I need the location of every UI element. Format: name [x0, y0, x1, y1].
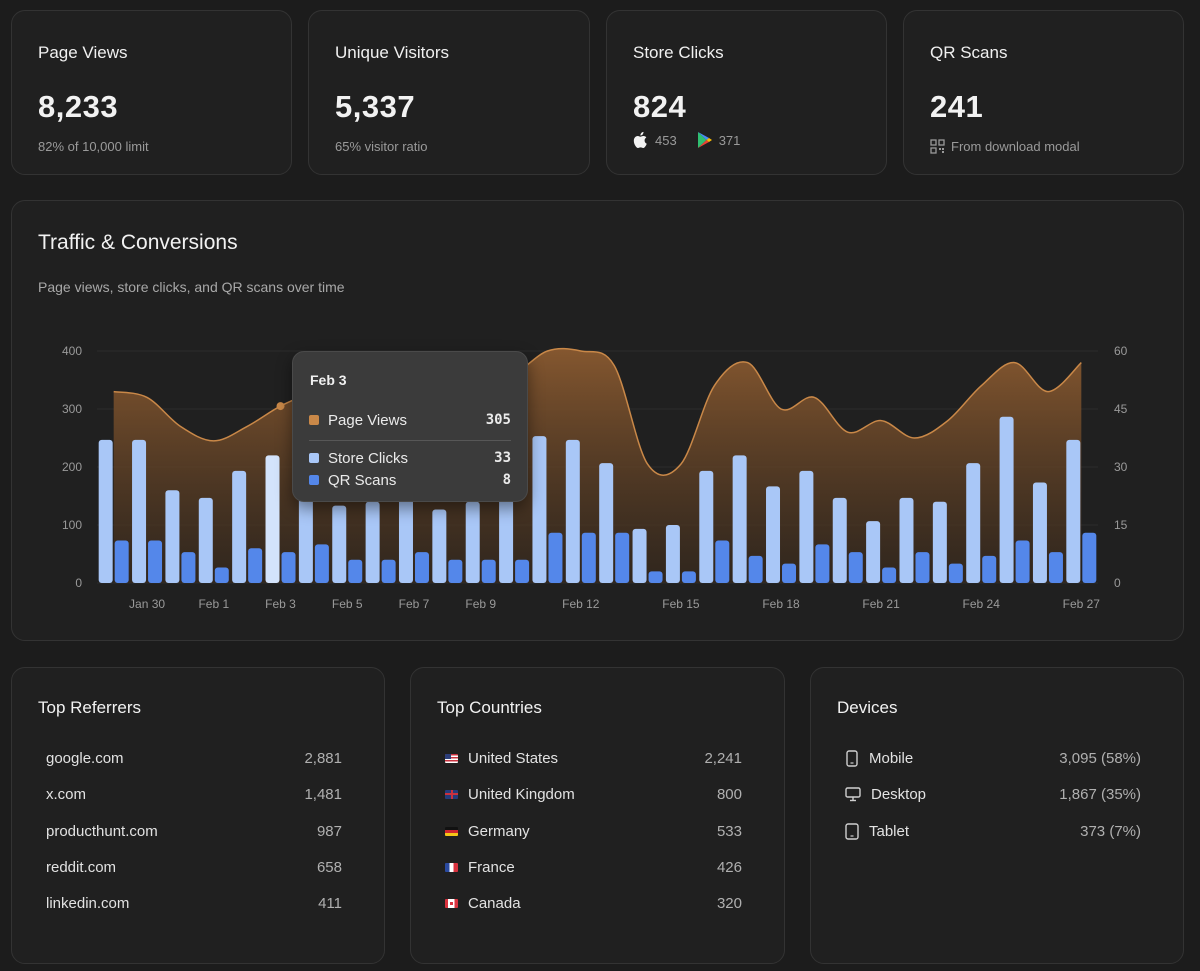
tooltip-store-clicks: Store Clicks 33: [309, 448, 511, 468]
tooltip-divider: [309, 440, 511, 441]
country-count: 320: [716, 894, 742, 912]
top-referrers-card: Top Referrers google.com 2,881 x.com 1,4…: [11, 667, 385, 964]
country-name: Germany: [468, 822, 530, 840]
referrer-name: linkedin.com: [46, 894, 130, 912]
country-name: United States: [468, 749, 559, 767]
country-count: 2,241: [704, 749, 742, 767]
country-count: 426: [716, 858, 742, 876]
referrer-count: 2,881: [304, 749, 342, 767]
referrer-count: 1,481: [304, 785, 342, 803]
us-flag-icon: [445, 753, 458, 763]
stat-card-page-views: Page Views 8,233 82% of 10,000 limit: [11, 10, 292, 175]
tooltip-page-views-label: Page Views: [328, 411, 407, 429]
tooltip-qr-scans: QR Scans 8: [309, 470, 511, 490]
chart-title: Traffic & Conversions: [38, 231, 238, 254]
stat-sub-row: From download modal: [930, 139, 1080, 154]
country-name: United Kingdom: [468, 785, 575, 803]
tooltip-store-clicks-label: Store Clicks: [328, 449, 409, 467]
panel-title: Top Countries: [437, 698, 542, 717]
device-count: 3,095 (58%): [1059, 749, 1141, 767]
country-row[interactable]: United Kingdom 800: [445, 782, 742, 806]
referrer-name: producthunt.com: [46, 822, 158, 840]
stat-value: 241: [930, 89, 984, 124]
referrer-name: google.com: [46, 749, 124, 767]
google-play-clicks: 371: [718, 132, 741, 148]
referrer-count: 987: [316, 822, 342, 840]
stat-sub: From download modal: [951, 139, 1080, 154]
device-name: Tablet: [869, 822, 910, 840]
country-row[interactable]: Germany 533: [445, 819, 742, 843]
country-name: France: [468, 858, 515, 876]
country-name: Canada: [468, 894, 521, 912]
store-breakdown: 453 371: [633, 131, 740, 149]
traffic-chart-card: Traffic & Conversions Page views, store …: [11, 200, 1184, 641]
uk-flag-icon: [445, 789, 458, 799]
stat-label: QR Scans: [930, 43, 1008, 62]
referrer-row[interactable]: producthunt.com 987: [46, 819, 342, 843]
tooltip-qr-scans-value: 8: [502, 472, 511, 488]
france-flag-icon: [445, 862, 458, 872]
stat-label: Store Clicks: [633, 43, 724, 62]
store-clicks-swatch: [309, 453, 319, 463]
stat-value: 5,337: [335, 89, 416, 124]
tooltip-store-clicks-value: 33: [494, 450, 511, 466]
panel-title: Top Referrers: [38, 698, 141, 717]
referrer-count: 658: [316, 858, 342, 876]
chart-tooltip: Feb 3 Page Views 305 Store Clicks 33 QR …: [292, 351, 528, 502]
stat-card-unique-visitors: Unique Visitors 5,337 65% visitor ratio: [308, 10, 590, 175]
device-count: 1,867 (35%): [1059, 785, 1141, 803]
stat-value: 8,233: [38, 89, 119, 124]
device-name: Desktop: [871, 785, 927, 803]
panel-title: Devices: [837, 698, 898, 717]
stat-sub: 82% of 10,000 limit: [38, 139, 149, 154]
referrer-name: x.com: [46, 785, 87, 803]
apple-icon: [633, 131, 647, 148]
tooltip-page-views: Page Views 305: [309, 410, 511, 430]
device-row[interactable]: Tablet 373 (7%): [845, 819, 1141, 843]
referrer-row[interactable]: linkedin.com 411: [46, 891, 342, 915]
stat-card-qr-scans: QR Scans 241 From download modal: [903, 10, 1184, 175]
stat-label: Unique Visitors: [335, 43, 450, 62]
top-countries-card: Top Countries United States 2,241 United…: [410, 667, 785, 964]
country-row[interactable]: United States 2,241: [445, 746, 742, 770]
referrer-name: reddit.com: [46, 858, 117, 876]
chart-subtitle: Page views, store clicks, and QR scans o…: [38, 279, 345, 295]
device-count: 373 (7%): [1080, 822, 1141, 840]
stat-value: 824: [633, 89, 687, 124]
google-play-icon: [697, 132, 712, 148]
country-row[interactable]: Canada 320: [445, 891, 742, 915]
referrer-count: 411: [318, 894, 342, 912]
devices-card: Devices Mobile 3,095 (58%) Desktop 1,867…: [810, 667, 1184, 964]
country-row[interactable]: France 426: [445, 855, 742, 879]
page-views-swatch: [309, 415, 319, 425]
device-row[interactable]: Desktop 1,867 (35%): [845, 782, 1141, 806]
canada-flag-icon: [445, 898, 458, 908]
tablet-icon: [845, 822, 859, 840]
tooltip-date: Feb 3: [310, 372, 347, 388]
device-name: Mobile: [869, 749, 914, 767]
germany-flag-icon: [445, 826, 458, 836]
apple-clicks: 453: [655, 132, 677, 148]
referrer-row[interactable]: google.com 2,881: [46, 746, 342, 770]
referrer-row[interactable]: reddit.com 658: [46, 855, 342, 879]
mobile-icon: [846, 749, 858, 767]
desktop-icon: [845, 787, 861, 802]
country-count: 533: [716, 822, 742, 840]
qr-code-icon: [930, 139, 945, 154]
stat-card-store-clicks: Store Clicks 824 453 371: [606, 10, 887, 175]
tooltip-qr-scans-label: QR Scans: [328, 471, 397, 489]
stat-sub: 65% visitor ratio: [335, 139, 428, 154]
stat-label: Page Views: [38, 43, 128, 62]
device-row[interactable]: Mobile 3,095 (58%): [845, 746, 1141, 770]
tooltip-page-views-value: 305: [485, 412, 511, 428]
country-count: 800: [716, 785, 742, 803]
referrer-row[interactable]: x.com 1,481: [46, 782, 342, 806]
qr-scans-swatch: [309, 475, 319, 485]
